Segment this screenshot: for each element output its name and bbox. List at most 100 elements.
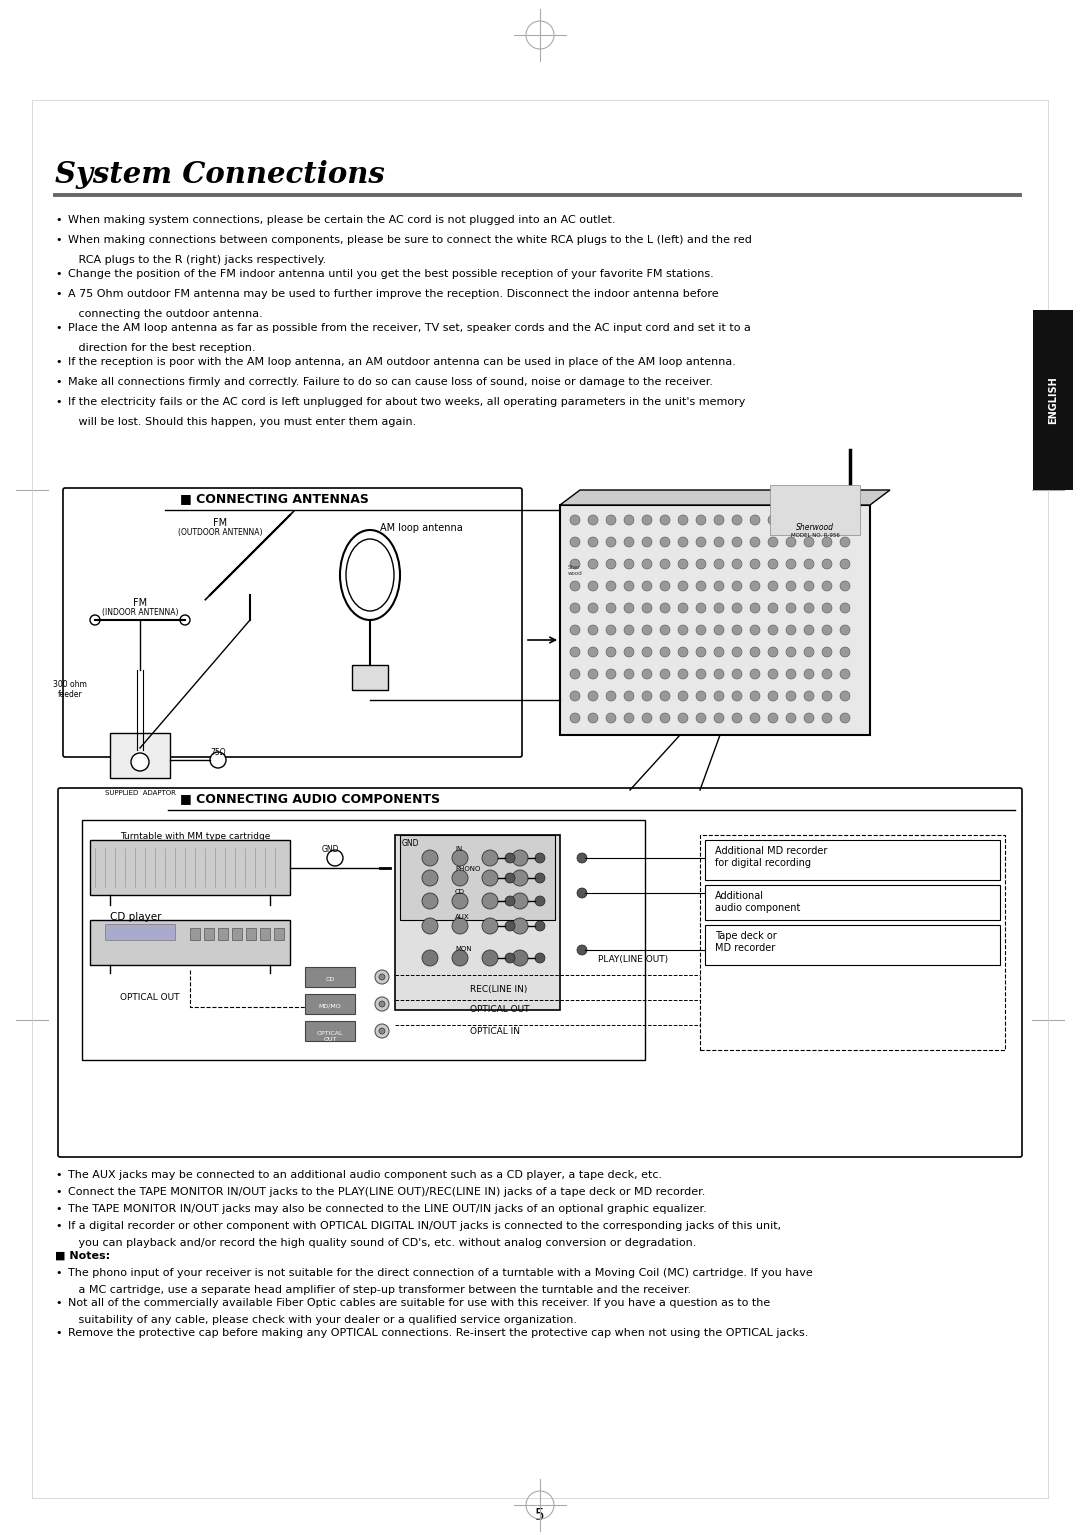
Circle shape bbox=[822, 691, 832, 701]
Bar bbox=[190, 929, 200, 939]
Circle shape bbox=[822, 646, 832, 657]
Circle shape bbox=[840, 559, 850, 569]
Text: •: • bbox=[55, 322, 62, 333]
Circle shape bbox=[714, 625, 724, 635]
Text: OPTICAL
OUT: OPTICAL OUT bbox=[316, 1032, 343, 1042]
Circle shape bbox=[840, 646, 850, 657]
Circle shape bbox=[588, 669, 598, 678]
Text: The phono input of your receiver is not suitable for the direct connection of a : The phono input of your receiver is not … bbox=[68, 1268, 813, 1279]
Circle shape bbox=[678, 537, 688, 546]
Circle shape bbox=[714, 537, 724, 546]
Circle shape bbox=[606, 559, 616, 569]
Circle shape bbox=[732, 712, 742, 723]
Bar bbox=[770, 485, 860, 536]
Circle shape bbox=[768, 516, 778, 525]
Circle shape bbox=[732, 559, 742, 569]
Text: will be lost. Should this happen, you must enter them again.: will be lost. Should this happen, you mu… bbox=[68, 418, 416, 427]
Circle shape bbox=[660, 625, 670, 635]
Circle shape bbox=[732, 669, 742, 678]
Circle shape bbox=[624, 625, 634, 635]
Circle shape bbox=[512, 850, 528, 866]
Text: PLAY(LINE OUT): PLAY(LINE OUT) bbox=[598, 955, 669, 964]
Circle shape bbox=[642, 603, 652, 612]
Text: ENGLISH: ENGLISH bbox=[1048, 376, 1058, 424]
Circle shape bbox=[768, 712, 778, 723]
Text: CD player: CD player bbox=[110, 912, 162, 923]
Circle shape bbox=[453, 850, 468, 866]
Circle shape bbox=[606, 625, 616, 635]
Circle shape bbox=[379, 1028, 384, 1035]
Circle shape bbox=[624, 646, 634, 657]
Text: •: • bbox=[55, 1328, 62, 1339]
Text: A 75 Ohm outdoor FM antenna may be used to further improve the reception. Discon: A 75 Ohm outdoor FM antenna may be used … bbox=[68, 289, 718, 299]
Text: CD: CD bbox=[325, 976, 335, 982]
Text: •: • bbox=[55, 289, 62, 299]
Circle shape bbox=[840, 582, 850, 591]
Circle shape bbox=[624, 582, 634, 591]
Circle shape bbox=[375, 1024, 389, 1038]
Bar bbox=[705, 886, 1000, 919]
Circle shape bbox=[512, 918, 528, 933]
Circle shape bbox=[660, 691, 670, 701]
Circle shape bbox=[660, 603, 670, 612]
Circle shape bbox=[606, 537, 616, 546]
Circle shape bbox=[606, 582, 616, 591]
Circle shape bbox=[696, 516, 706, 525]
Circle shape bbox=[505, 853, 515, 863]
Circle shape bbox=[750, 516, 760, 525]
Circle shape bbox=[822, 712, 832, 723]
Text: Sher
wood: Sher wood bbox=[568, 565, 583, 576]
Circle shape bbox=[642, 669, 652, 678]
Text: connecting the outdoor antenna.: connecting the outdoor antenna. bbox=[68, 309, 262, 319]
Bar bbox=[110, 734, 170, 778]
Text: ■ Notes:: ■ Notes: bbox=[55, 1251, 110, 1260]
Text: GND: GND bbox=[402, 840, 419, 847]
Circle shape bbox=[786, 691, 796, 701]
Text: Sherwood: Sherwood bbox=[796, 523, 834, 533]
Circle shape bbox=[570, 516, 580, 525]
Circle shape bbox=[660, 516, 670, 525]
Bar bbox=[82, 820, 645, 1061]
Bar bbox=[352, 665, 388, 691]
Circle shape bbox=[570, 537, 580, 546]
Text: SUPPLIED  ADAPTOR: SUPPLIED ADAPTOR bbox=[105, 791, 175, 797]
Text: MON: MON bbox=[455, 946, 472, 952]
Text: MD/MO: MD/MO bbox=[319, 1004, 341, 1008]
Text: ■ CONNECTING ANTENNAS: ■ CONNECTING ANTENNAS bbox=[180, 493, 369, 505]
Text: If the electricity fails or the AC cord is left unplugged for about two weeks, a: If the electricity fails or the AC cord … bbox=[68, 398, 745, 407]
Circle shape bbox=[750, 669, 760, 678]
Text: The AUX jacks may be connected to an additional audio component such as a CD pla: The AUX jacks may be connected to an add… bbox=[68, 1170, 662, 1180]
Circle shape bbox=[822, 625, 832, 635]
Circle shape bbox=[840, 712, 850, 723]
Text: audio component: audio component bbox=[715, 903, 800, 913]
Bar bbox=[305, 967, 355, 987]
Bar bbox=[305, 995, 355, 1015]
Circle shape bbox=[678, 559, 688, 569]
Circle shape bbox=[180, 616, 190, 625]
Circle shape bbox=[750, 712, 760, 723]
Circle shape bbox=[327, 850, 343, 866]
Circle shape bbox=[535, 896, 545, 906]
Circle shape bbox=[786, 559, 796, 569]
Circle shape bbox=[804, 625, 814, 635]
Circle shape bbox=[505, 896, 515, 906]
Circle shape bbox=[804, 603, 814, 612]
Polygon shape bbox=[561, 490, 890, 505]
Bar bbox=[705, 926, 1000, 966]
Circle shape bbox=[678, 603, 688, 612]
Circle shape bbox=[696, 712, 706, 723]
Circle shape bbox=[750, 625, 760, 635]
Text: IN: IN bbox=[455, 846, 462, 852]
Text: MODEL NO. R-956: MODEL NO. R-956 bbox=[791, 533, 839, 537]
Bar bbox=[260, 929, 270, 939]
Circle shape bbox=[90, 616, 100, 625]
Circle shape bbox=[678, 712, 688, 723]
Circle shape bbox=[696, 646, 706, 657]
Text: The TAPE MONITOR IN/OUT jacks may also be connected to the LINE OUT/IN jacks of : The TAPE MONITOR IN/OUT jacks may also b… bbox=[68, 1203, 706, 1214]
Circle shape bbox=[768, 646, 778, 657]
Circle shape bbox=[840, 669, 850, 678]
Text: System Connections: System Connections bbox=[55, 160, 384, 189]
Text: •: • bbox=[55, 1187, 62, 1197]
Circle shape bbox=[588, 537, 598, 546]
Text: •: • bbox=[55, 1203, 62, 1214]
